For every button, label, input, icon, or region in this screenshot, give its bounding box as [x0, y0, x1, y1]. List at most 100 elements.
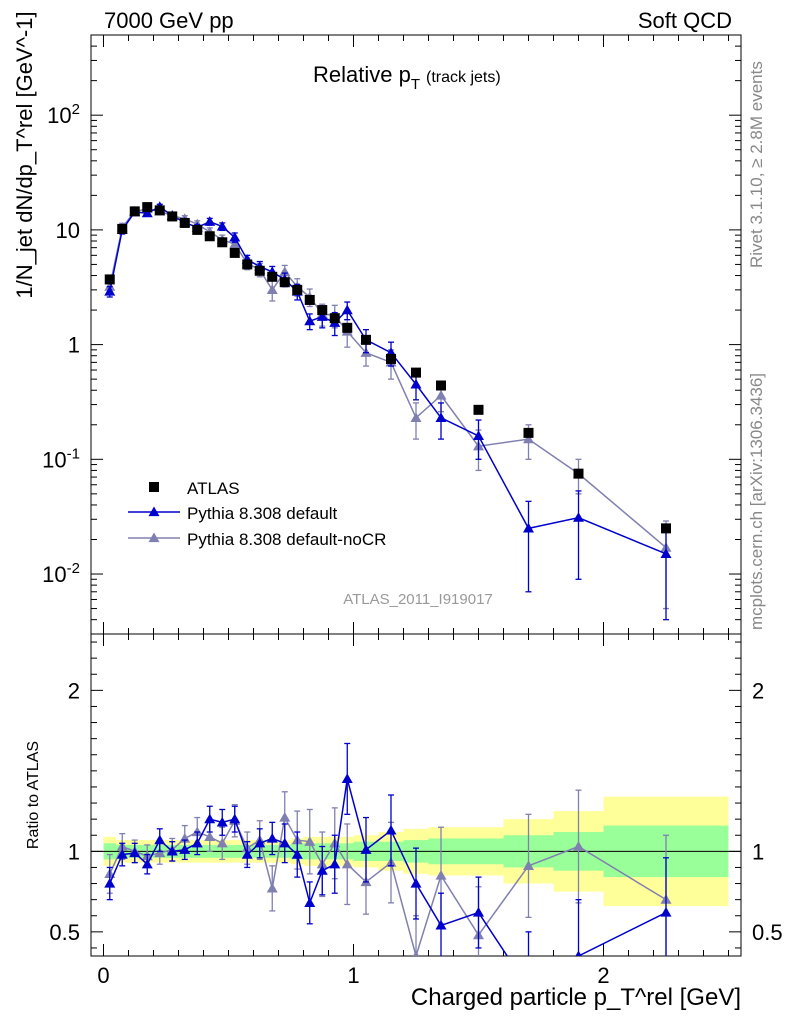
ratio-y-tick-label-left: 2 [68, 678, 80, 703]
ratio-point [266, 882, 278, 893]
header-process: Soft QCD [637, 8, 732, 33]
data-point [304, 294, 315, 305]
ratio-point [154, 847, 166, 858]
data-point [279, 277, 290, 288]
data-point [204, 231, 215, 242]
ratio-point [141, 858, 153, 869]
y-tick-label: 10-1 [42, 445, 80, 472]
data-point [316, 311, 328, 321]
data-point [267, 271, 278, 282]
data-point [242, 259, 253, 270]
ratio-point [304, 897, 316, 907]
data-point [523, 522, 534, 533]
ratio-point [304, 836, 316, 846]
data-point [410, 412, 422, 422]
ratio-point [575, 950, 582, 956]
ratio-line [109, 815, 667, 956]
data-point [411, 367, 421, 378]
ratio-point [410, 878, 422, 888]
ratio-point [279, 812, 291, 822]
ratio-point [204, 831, 216, 841]
ratio-point [191, 837, 203, 848]
series-atlas [104, 202, 671, 534]
data-point [129, 206, 140, 217]
data-point [142, 202, 153, 213]
rivet-version-label: Rivet 3.1.10, ≥ 2.8M events [747, 61, 766, 268]
ratio-point [435, 870, 447, 880]
data-point [292, 284, 303, 295]
ratio-y-axis-title: Ratio to ATLAS [25, 741, 42, 849]
ratio-point [191, 826, 203, 837]
ratio-point [385, 824, 397, 835]
ratio-point [216, 816, 228, 827]
data-point [117, 223, 128, 234]
legend-marker [148, 532, 160, 543]
data-point [317, 305, 328, 316]
ratio-point [435, 919, 447, 930]
ratio-point [523, 860, 534, 870]
data-point [154, 205, 165, 216]
data-point [573, 512, 584, 522]
data-point [216, 221, 228, 231]
ratio-line [109, 778, 667, 956]
data-point [229, 247, 240, 258]
x-axis-title: Charged particle p_T^rel [GeV] [411, 984, 741, 1011]
data-point [217, 237, 228, 248]
x-tick-label: 1 [347, 963, 359, 988]
legend: ATLAS Pythia 8.308 default Pythia 8.308 de… [128, 479, 386, 549]
data-point [523, 427, 534, 438]
ratio-point [129, 847, 141, 858]
ratio-point [316, 865, 328, 875]
ratio-series-pythia-8-308-default [104, 742, 672, 956]
data-point [573, 468, 584, 479]
data-point [304, 315, 316, 326]
ratio-point [573, 841, 584, 851]
ratio-point [279, 837, 291, 848]
series-line [109, 208, 667, 549]
ratio-point [204, 813, 216, 824]
ratio-point [229, 813, 241, 824]
data-point [254, 265, 265, 276]
data-point [104, 274, 115, 285]
ratio-point [266, 832, 278, 843]
data-point [104, 281, 116, 291]
legend-label: Pythia 8.308 default-noCR [187, 530, 386, 549]
ratio-point [291, 849, 303, 859]
series-pythia-8-308-default [104, 201, 672, 621]
data-point [436, 380, 446, 391]
ratio-point [341, 773, 353, 784]
data-point [229, 231, 241, 242]
ratio-point [116, 849, 128, 859]
legend-marker [148, 506, 160, 517]
ratio-point [341, 858, 353, 869]
y-tick-label: 10-2 [42, 560, 80, 587]
data-point [204, 216, 216, 226]
ratio-y-tick-label-left: 0.5 [49, 920, 80, 945]
ratio-y-axis-ticks [91, 641, 741, 949]
data-point [229, 238, 241, 249]
ratio-point [179, 844, 191, 854]
data-point [660, 548, 672, 558]
data-point [104, 286, 116, 296]
main-y-axis-ticks [91, 34, 741, 635]
data-point [473, 404, 484, 415]
ratio-point [360, 844, 372, 854]
data-point [473, 430, 484, 441]
analysis-label: ATLAS_2011_I919017 [343, 591, 493, 608]
main-title: Relative pT (track jets) [313, 62, 501, 93]
data-point [410, 378, 422, 389]
data-point [341, 304, 353, 315]
ratio-y-tick-label-right: 2 [752, 678, 764, 703]
ratio-point [166, 845, 178, 856]
main-y-axis-title: 1/N_jet dN/dp_T^rel [GeV^-1] [12, 11, 37, 298]
ratio-point [660, 907, 672, 917]
ratio-point [329, 858, 341, 869]
data-point [266, 284, 278, 294]
y-tick-label: 1 [68, 333, 80, 358]
ratio-point [241, 849, 253, 859]
legend-label: Pythia 8.308 default [187, 504, 338, 523]
data-point [523, 433, 534, 444]
data-point [386, 353, 396, 364]
x-tick-label: 2 [597, 963, 609, 988]
